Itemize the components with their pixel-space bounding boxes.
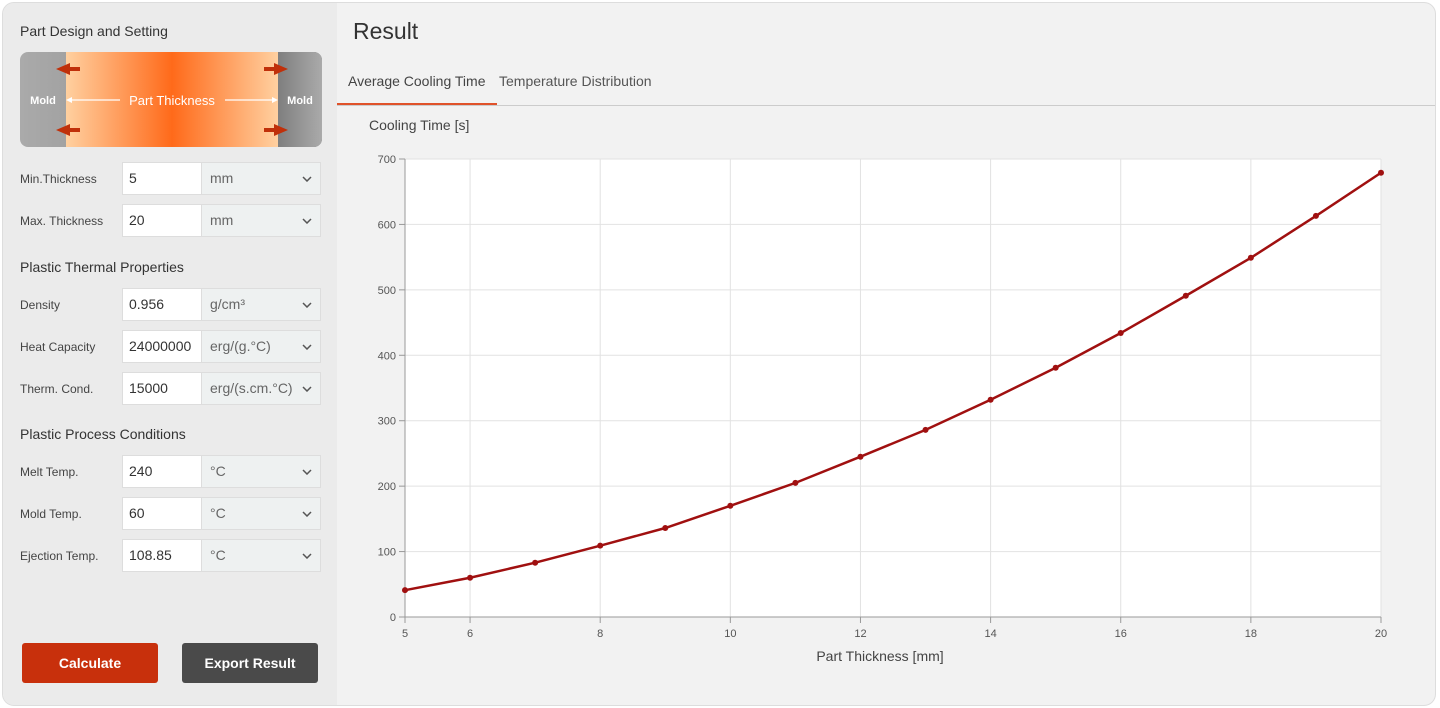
y-tick-label: 300: [378, 416, 396, 428]
x-tick-label: 10: [724, 628, 736, 640]
y-tick-label: 0: [390, 612, 396, 624]
x-tick-label: 12: [854, 628, 866, 640]
field-label: Mold Temp.: [20, 507, 82, 521]
x-axis-label: Part Thickness [mm]: [816, 648, 943, 664]
point: [857, 453, 864, 460]
chevron: [302, 344, 312, 350]
point: [792, 479, 799, 486]
x-tick-label: 20: [1375, 628, 1387, 640]
calculate-button[interactable]: Calculate: [22, 643, 158, 683]
section-title: Plastic Process Conditions: [20, 426, 186, 442]
field-label: Max. Thickness: [20, 214, 104, 228]
x-tick-label: 16: [1115, 628, 1127, 640]
point: [727, 502, 734, 509]
export-button[interactable]: Export Result: [182, 643, 318, 683]
unit-select[interactable]: mm: [201, 204, 321, 237]
chevron: [302, 511, 312, 517]
x-tick-label: 14: [984, 628, 996, 640]
y-tick-label: 600: [378, 219, 396, 231]
field-label: Melt Temp.: [20, 465, 79, 479]
field-label: Heat Capacity: [20, 340, 96, 354]
text-input[interactable]: 108.85: [122, 539, 202, 572]
point: [1052, 364, 1059, 371]
x-tick-label: 5: [402, 628, 408, 640]
chevron: [302, 553, 312, 559]
thickness-diagram: Mold Part Thickness Mold: [20, 52, 322, 147]
settings-panel: Part Design and Setting Mold Part Thickn…: [3, 3, 337, 705]
point: [597, 542, 604, 549]
text-input[interactable]: 60: [122, 497, 202, 530]
mold-label: Mold: [287, 95, 313, 107]
result-title: Result: [353, 18, 419, 44]
chevron: [302, 218, 312, 224]
unit-select[interactable]: °C: [201, 497, 321, 530]
unit-select[interactable]: mm: [201, 162, 321, 195]
text-input[interactable]: 5: [122, 162, 202, 195]
field-label: Ejection Temp.: [20, 549, 99, 563]
field-label: Therm. Cond.: [20, 382, 94, 396]
chevron: [302, 302, 312, 308]
plot-area: [405, 159, 1381, 617]
tab-divider: [337, 105, 1435, 106]
tab-underline: [337, 103, 497, 105]
line: [404, 171, 1382, 592]
y-tick-label: 400: [378, 350, 396, 362]
text-input[interactable]: 15000: [122, 372, 202, 405]
tab-active[interactable]: Average Cooling Time: [348, 73, 486, 89]
text-input[interactable]: 0.956: [122, 288, 202, 321]
y-tick-label: 100: [378, 547, 396, 559]
point: [662, 525, 669, 532]
field-label: Min.Thickness: [20, 172, 97, 186]
section-title: Plastic Thermal Properties: [20, 259, 184, 275]
point: [402, 587, 408, 594]
y-axis-label: Cooling Time [s]: [369, 117, 469, 133]
y-tick-label: 700: [378, 154, 396, 166]
diagram-label: Part Thickness: [129, 93, 215, 108]
mold-label: Mold: [30, 95, 56, 107]
point: [922, 426, 929, 433]
text-input[interactable]: 24000000: [122, 330, 202, 363]
unit-select[interactable]: °C: [201, 455, 321, 488]
point: [1182, 292, 1189, 299]
point: [1312, 212, 1319, 219]
tab[interactable]: Temperature Distribution: [499, 73, 652, 89]
point: [1378, 169, 1384, 176]
x-tick-label: 18: [1245, 628, 1257, 640]
unit-select[interactable]: g/cm³: [201, 288, 321, 321]
unit-select[interactable]: °C: [201, 539, 321, 572]
point: [532, 559, 539, 566]
point: [1117, 330, 1124, 337]
text-input[interactable]: 240: [122, 455, 202, 488]
x-tick-label: 6: [467, 628, 473, 640]
text-input[interactable]: 20: [122, 204, 202, 237]
chevron: [302, 386, 312, 392]
point: [467, 574, 474, 581]
point: [1247, 254, 1254, 261]
unit-select[interactable]: erg/(s.cm.°C): [201, 372, 321, 405]
chevron: [302, 469, 312, 475]
unit-select[interactable]: erg/(g.°C): [201, 330, 321, 363]
point: [987, 396, 994, 403]
section-title: Part Design and Setting: [20, 23, 168, 39]
chevron: [302, 176, 312, 182]
x-tick-label: 8: [597, 628, 603, 640]
field-label: Density: [20, 298, 61, 312]
y-tick-label: 200: [378, 481, 396, 493]
y-tick-label: 500: [378, 285, 396, 297]
chart: Cooling Time [s] Part Thickness [mm] 0 10…: [369, 117, 1387, 664]
